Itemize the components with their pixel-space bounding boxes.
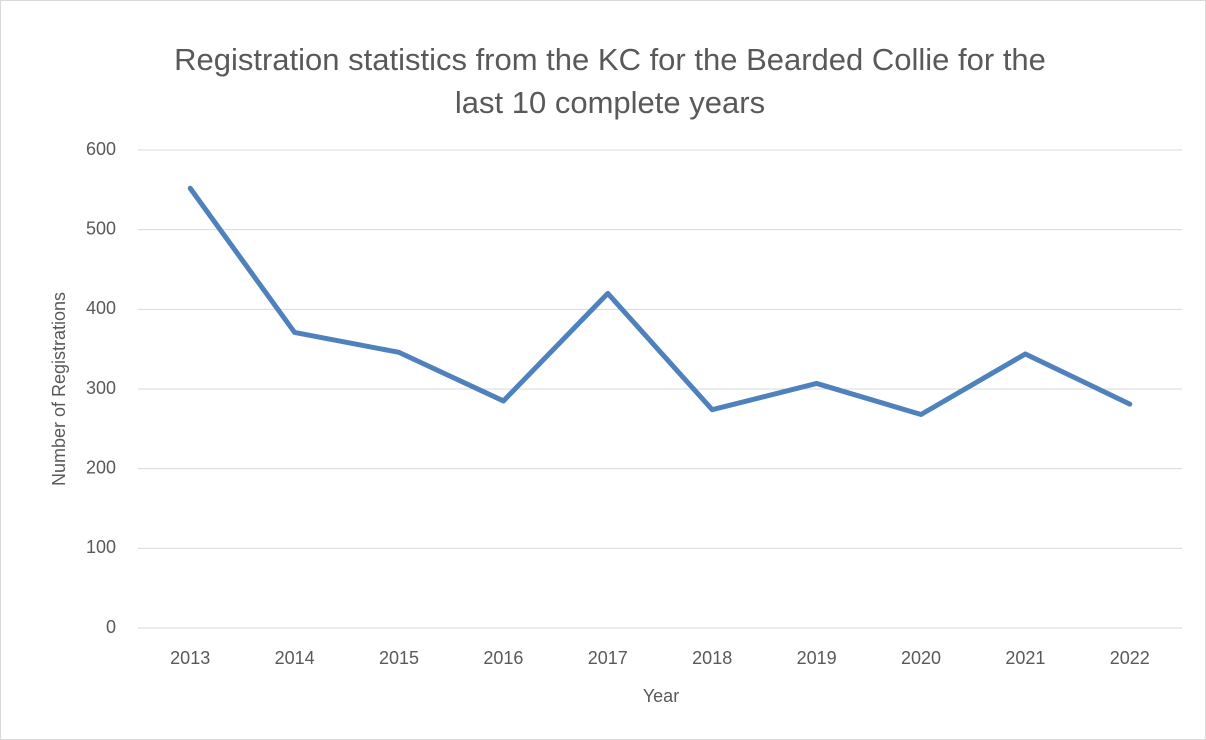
x-tick-label: 2016 xyxy=(483,648,523,668)
y-tick-label: 400 xyxy=(86,298,116,318)
x-tick-label: 2017 xyxy=(588,648,628,668)
x-tick-label: 2013 xyxy=(170,648,210,668)
y-tick-label: 200 xyxy=(86,457,116,477)
x-tick-label: 2015 xyxy=(379,648,419,668)
y-axis-label: Number of Registrations xyxy=(49,292,69,486)
y-tick-label: 600 xyxy=(86,139,116,159)
x-tick-label: 2022 xyxy=(1110,648,1150,668)
x-tick-label: 2018 xyxy=(692,648,732,668)
y-tick-label: 100 xyxy=(86,537,116,557)
y-tick-label: 500 xyxy=(86,218,116,238)
x-tick-label: 2014 xyxy=(275,648,315,668)
x-tick-label: 2021 xyxy=(1005,648,1045,668)
chart-title: Registration statistics from the KC for … xyxy=(174,42,1046,120)
x-tick-label: 2019 xyxy=(797,648,837,668)
y-tick-label: 0 xyxy=(106,617,116,637)
x-axis-label: Year xyxy=(643,686,679,706)
data-line xyxy=(187,185,1133,417)
y-tick-label: 300 xyxy=(86,378,116,398)
x-tick-label: 2020 xyxy=(901,648,941,668)
